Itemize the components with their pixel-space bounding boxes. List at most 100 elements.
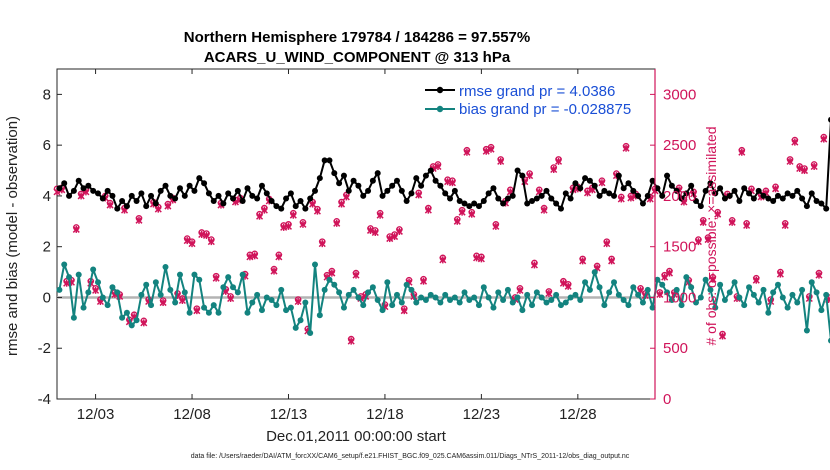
- bias-point: [659, 281, 666, 288]
- bias-point: [524, 291, 531, 298]
- obs-assimilated-point: [202, 231, 211, 240]
- obs-assimilated-point: [309, 200, 317, 208]
- bias-point: [133, 317, 140, 324]
- rmse-point: [475, 203, 482, 210]
- obs-assimilated-point: [463, 148, 471, 156]
- rmse-point: [379, 192, 386, 199]
- rmse-point: [336, 180, 343, 187]
- rmse-point: [331, 170, 338, 177]
- obs-assimilated-point: [227, 294, 235, 303]
- rmse-point: [721, 195, 728, 202]
- bias-point: [254, 291, 261, 298]
- y-tick-label-right: 500: [663, 340, 688, 357]
- bias-point: [615, 291, 622, 298]
- rmse-point: [176, 185, 183, 192]
- rmse-point: [249, 192, 256, 199]
- rmse-point: [143, 203, 150, 210]
- y-tick-label-right: 1000: [663, 289, 696, 306]
- bias-point: [345, 291, 352, 298]
- rmse-point: [215, 192, 222, 199]
- rmse-point: [258, 182, 265, 189]
- x-axis-label: Dec.01,2011 00:00:00 start: [266, 428, 447, 445]
- rmse-point: [316, 175, 323, 182]
- rmse-point: [509, 192, 516, 199]
- bias-point: [823, 291, 830, 298]
- rmse-point: [514, 167, 521, 174]
- bias-point: [413, 299, 420, 306]
- y-tick-label-left: 4: [43, 188, 51, 205]
- bias-point: [138, 291, 145, 298]
- bias-point: [167, 286, 174, 293]
- bias-point: [215, 309, 222, 316]
- rmse-point: [697, 203, 704, 210]
- rmse-point: [369, 177, 376, 184]
- obs-assimilated-point: [704, 236, 712, 244]
- rmse-point: [326, 157, 333, 164]
- bias-point: [432, 294, 439, 301]
- rmse-point: [94, 190, 101, 197]
- bias-point: [292, 324, 299, 331]
- bias-point: [741, 302, 748, 309]
- bias-point: [586, 286, 593, 293]
- bias-point: [181, 289, 188, 296]
- rmse-point: [114, 205, 121, 212]
- rmse-point: [321, 157, 328, 164]
- obs-assimilated-point: [800, 167, 809, 175]
- x-tick-label: 12/28: [559, 406, 597, 423]
- obs-assimilated-point: [781, 221, 789, 229]
- rmse-point: [302, 205, 309, 212]
- rmse-point: [152, 200, 159, 207]
- obs-assimilated-point: [608, 257, 616, 265]
- rmse-point: [181, 192, 188, 199]
- rmse-point: [263, 190, 270, 197]
- obs-assimilated-point: [294, 297, 302, 306]
- obs-assimilated-point: [338, 200, 346, 208]
- obs-assimilated-point: [92, 286, 100, 294]
- obs-assimilated-point: [371, 228, 379, 237]
- rmse-point: [818, 200, 825, 207]
- bias-point: [649, 304, 656, 311]
- obs-assimilated-point: [487, 145, 495, 153]
- bias-point: [307, 330, 314, 336]
- x-tick-label: 12/18: [366, 406, 404, 423]
- bias-point: [717, 281, 724, 288]
- bias-point: [258, 307, 265, 314]
- rmse-point: [403, 198, 410, 204]
- obs-assimilated-point: [212, 274, 220, 282]
- rmse-point: [625, 180, 632, 187]
- y-tick-label-left: -2: [38, 340, 51, 357]
- bias-point: [201, 304, 208, 311]
- bias-point: [557, 302, 564, 309]
- bias-point: [514, 294, 521, 301]
- rmse-point: [172, 195, 179, 202]
- chart-title-line1: Northern Hemisphere 179784 / 184286 = 97…: [184, 29, 530, 46]
- rmse-point: [630, 187, 637, 194]
- y-tick-label-left: -4: [38, 391, 51, 408]
- bias-point: [374, 297, 381, 303]
- bias-point: [191, 271, 198, 278]
- obs-assimilated-point: [530, 261, 538, 269]
- bias-point: [326, 276, 333, 283]
- obs-assimilated-point: [164, 202, 172, 210]
- bias-point: [456, 299, 463, 306]
- obs-assimilated-point: [453, 217, 461, 225]
- bias-point: [384, 279, 391, 286]
- rmse-point: [639, 200, 646, 207]
- rmse-point: [128, 192, 135, 199]
- rmse-point: [75, 177, 82, 184]
- y-axis-label-right: # of obs: o=possible; ×=assimilated: [703, 126, 719, 345]
- rmse-point: [794, 187, 801, 194]
- bias-point: [639, 299, 646, 306]
- rmse-point: [490, 185, 497, 192]
- bias-point: [355, 294, 362, 301]
- rmse-point: [712, 190, 719, 197]
- rmse-point: [220, 200, 227, 207]
- rmse-point: [808, 190, 815, 197]
- bias-point: [360, 302, 367, 309]
- bias-point: [799, 286, 806, 293]
- rmse-point: [70, 187, 77, 194]
- bias-point: [210, 302, 217, 309]
- rmse-point: [230, 195, 237, 202]
- rmse-point: [432, 177, 439, 184]
- rmse-point: [186, 182, 193, 189]
